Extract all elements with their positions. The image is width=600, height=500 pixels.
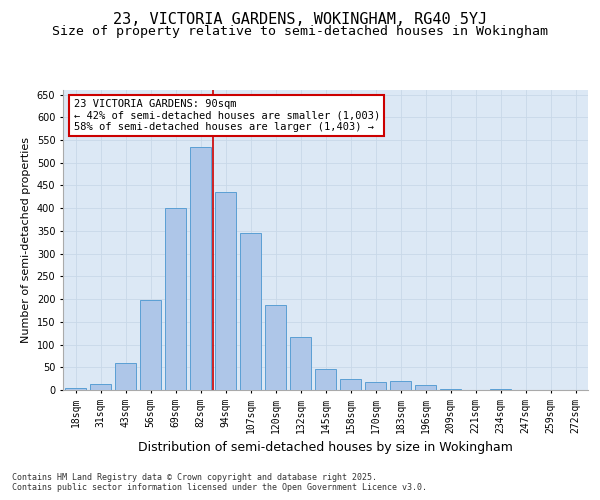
Text: Contains HM Land Registry data © Crown copyright and database right 2025.
Contai: Contains HM Land Registry data © Crown c… xyxy=(12,472,427,492)
Text: Size of property relative to semi-detached houses in Wokingham: Size of property relative to semi-detach… xyxy=(52,25,548,38)
Text: 23 VICTORIA GARDENS: 90sqm
← 42% of semi-detached houses are smaller (1,003)
58%: 23 VICTORIA GARDENS: 90sqm ← 42% of semi… xyxy=(74,99,380,132)
Text: 23, VICTORIA GARDENS, WOKINGHAM, RG40 5YJ: 23, VICTORIA GARDENS, WOKINGHAM, RG40 5Y… xyxy=(113,12,487,28)
Bar xyxy=(290,337,311,390)
Bar xyxy=(340,378,361,390)
Bar xyxy=(140,300,161,390)
Bar xyxy=(440,388,461,390)
Bar xyxy=(315,369,336,390)
Bar xyxy=(365,382,386,390)
Bar xyxy=(215,192,236,390)
Bar xyxy=(165,208,186,390)
Bar xyxy=(90,384,111,390)
Y-axis label: Number of semi-detached properties: Number of semi-detached properties xyxy=(21,137,31,343)
X-axis label: Distribution of semi-detached houses by size in Wokingham: Distribution of semi-detached houses by … xyxy=(138,441,513,454)
Bar xyxy=(415,384,436,390)
Bar xyxy=(190,147,211,390)
Bar xyxy=(240,233,261,390)
Bar xyxy=(265,304,286,390)
Bar xyxy=(490,389,511,390)
Bar xyxy=(390,381,411,390)
Bar xyxy=(65,388,86,390)
Bar xyxy=(115,362,136,390)
